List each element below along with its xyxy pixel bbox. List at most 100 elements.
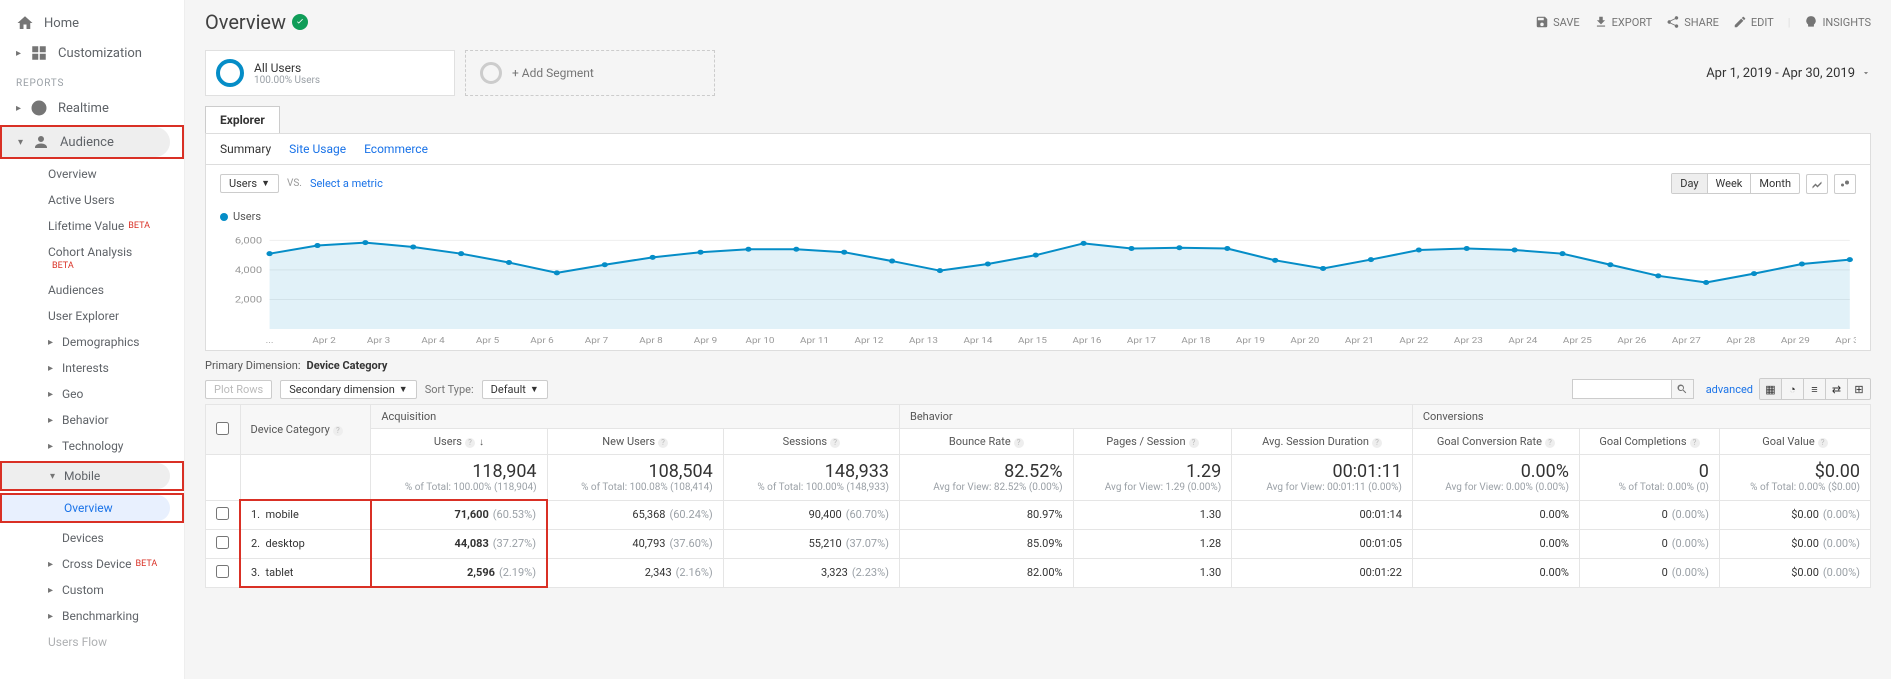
col-gc[interactable]: Goal Completions? (1579, 429, 1719, 455)
svg-text:Apr 26: Apr 26 (1617, 337, 1646, 346)
view-table-icon[interactable]: ▦ (1760, 379, 1782, 399)
share-button[interactable]: SHARE (1666, 15, 1719, 29)
svg-text:Apr 18: Apr 18 (1181, 337, 1210, 346)
page-header: Overview SAVE EXPORT SHARE EDIT | INSIGH… (185, 0, 1891, 44)
nav-audiences[interactable]: Audiences (0, 277, 184, 303)
nav-realtime[interactable]: ▸ Realtime (0, 93, 184, 123)
row-checkbox[interactable] (216, 565, 229, 578)
segment-circle-icon (480, 62, 502, 84)
period-week[interactable]: Week (1708, 174, 1752, 193)
group-behavior: Behavior (899, 405, 1412, 429)
svg-text:Apr 21: Apr 21 (1345, 337, 1374, 346)
row-checkbox[interactable] (216, 507, 229, 520)
subtab-summary[interactable]: Summary (220, 142, 271, 156)
chart-motion-icon[interactable] (1834, 174, 1856, 194)
search-button[interactable] (1672, 379, 1694, 399)
svg-text:Apr 2: Apr 2 (312, 337, 335, 346)
svg-text:Apr 13: Apr 13 (909, 337, 938, 346)
svg-text:6,000: 6,000 (235, 236, 263, 246)
save-button[interactable]: SAVE (1535, 15, 1580, 29)
col-sessions[interactable]: Sessions? (723, 429, 899, 455)
view-pie-icon[interactable]: ◔ (1782, 379, 1804, 399)
svg-text:Apr 27: Apr 27 (1672, 337, 1701, 346)
edit-button[interactable]: EDIT (1733, 15, 1774, 29)
nav-demographics[interactable]: ▸Demographics (0, 329, 184, 355)
nav-mobile-devices[interactable]: Devices (0, 525, 184, 551)
col-gcr[interactable]: Goal Conversion Rate? (1412, 429, 1579, 455)
col-pps[interactable]: Pages / Session? (1073, 429, 1232, 455)
table-row[interactable]: 3. tablet 2,596(2.19%) 2,343(2.16%) 3,32… (206, 558, 1871, 587)
select-metric-link[interactable]: Select a metric (310, 177, 383, 190)
nav-audience[interactable]: ▾ Audience (2, 127, 170, 157)
nav-active-users[interactable]: Active Users (0, 187, 184, 213)
select-all-checkbox[interactable] (216, 422, 229, 435)
primary-dimension: Primary Dimension: Device Category (205, 359, 1871, 372)
clock-icon (30, 99, 48, 117)
nav-interests[interactable]: ▸Interests (0, 355, 184, 381)
view-pivot-icon[interactable]: ⊞ (1848, 379, 1870, 399)
table-search (1572, 379, 1694, 399)
col-bounce[interactable]: Bounce Rate? (899, 429, 1073, 455)
table-row[interactable]: 1. mobile 71,600(60.53%) 65,368(60.24%) … (206, 500, 1871, 529)
secondary-dimension-dropdown[interactable]: Secondary dimension ▼ (280, 380, 416, 399)
col-new-users[interactable]: New Users? (547, 429, 723, 455)
sort-default-dropdown[interactable]: Default ▼ (482, 380, 548, 399)
nav-aud-beta: BETA (0, 261, 184, 277)
home-icon (16, 14, 34, 32)
svg-text:Apr 29: Apr 29 (1781, 337, 1810, 346)
insights-button[interactable]: INSIGHTS (1804, 15, 1871, 29)
nav-mobile[interactable]: ▾Mobile (2, 463, 170, 489)
metric-dropdown[interactable]: Users ▼ (220, 174, 279, 193)
search-input[interactable] (1572, 379, 1672, 399)
date-range-picker[interactable]: Apr 1, 2019 - Apr 30, 2019 (1706, 66, 1871, 81)
nav-home-label: Home (44, 16, 79, 31)
period-group: Day Week Month (1671, 173, 1800, 194)
nav-users-flow[interactable]: Users Flow (0, 629, 184, 655)
data-table: Device Category? Acquisition Behavior Co… (205, 404, 1871, 588)
col-users[interactable]: Users?↓ (371, 429, 547, 455)
svg-text:4,000: 4,000 (235, 266, 263, 276)
col-gv[interactable]: Goal Value? (1719, 429, 1870, 455)
subtab-ecommerce[interactable]: Ecommerce (364, 142, 428, 156)
svg-text:2,000: 2,000 (235, 295, 263, 305)
tab-explorer[interactable]: Explorer (205, 106, 280, 133)
advanced-link[interactable]: advanced (1706, 383, 1753, 396)
svg-text:Apr 10: Apr 10 (746, 337, 775, 346)
table-row[interactable]: 2. desktop 44,083(37.27%) 40,793(37.60%)… (206, 529, 1871, 558)
view-compare-icon[interactable]: ⇄ (1826, 379, 1848, 399)
segment-all-users[interactable]: All Users 100.00% Users (205, 50, 455, 96)
add-segment-button[interactable]: + Add Segment (465, 50, 715, 96)
verified-icon (292, 14, 308, 30)
col-asd[interactable]: Avg. Session Duration? (1232, 429, 1413, 455)
nav-user-explorer[interactable]: User Explorer (0, 303, 184, 329)
nav-geo[interactable]: ▸Geo (0, 381, 184, 407)
nav-behavior[interactable]: ▸Behavior (0, 407, 184, 433)
nav-cross-device[interactable]: ▸Cross DeviceBETA (0, 551, 184, 577)
nav-benchmarking[interactable]: ▸Benchmarking (0, 603, 184, 629)
row-checkbox[interactable] (216, 536, 229, 549)
col-device-category[interactable]: Device Category? (240, 405, 371, 455)
svg-text:Apr 6: Apr 6 (530, 337, 553, 346)
reports-label: REPORTS (0, 68, 184, 93)
nav-custom[interactable]: ▸Custom (0, 577, 184, 603)
view-bar-icon[interactable]: ≡ (1804, 379, 1826, 399)
page-title: Overview (205, 10, 308, 34)
svg-text:Apr 3: Apr 3 (367, 337, 390, 346)
nav-home[interactable]: Home (0, 8, 184, 38)
subtab-site-usage[interactable]: Site Usage (289, 142, 346, 156)
plot-rows-button[interactable]: Plot Rows (205, 380, 272, 399)
chart-line-icon[interactable] (1806, 174, 1828, 194)
nav-mobile-overview[interactable]: Overview (2, 495, 170, 521)
period-day[interactable]: Day (1672, 174, 1707, 193)
period-month[interactable]: Month (1751, 174, 1799, 193)
nav-customization[interactable]: ▸ Customization (0, 38, 184, 68)
svg-text:Apr 22: Apr 22 (1399, 337, 1428, 346)
dot-icon (220, 213, 228, 221)
caret-icon: ▸ (16, 103, 26, 114)
export-button[interactable]: EXPORT (1594, 15, 1653, 29)
nav-aud-overview[interactable]: Overview (0, 161, 184, 187)
nav-lifetime-value[interactable]: Lifetime ValueBETA (0, 213, 184, 239)
nav-technology[interactable]: ▸Technology (0, 433, 184, 459)
svg-text:...: ... (266, 337, 274, 346)
segment-circle-icon (216, 59, 244, 87)
